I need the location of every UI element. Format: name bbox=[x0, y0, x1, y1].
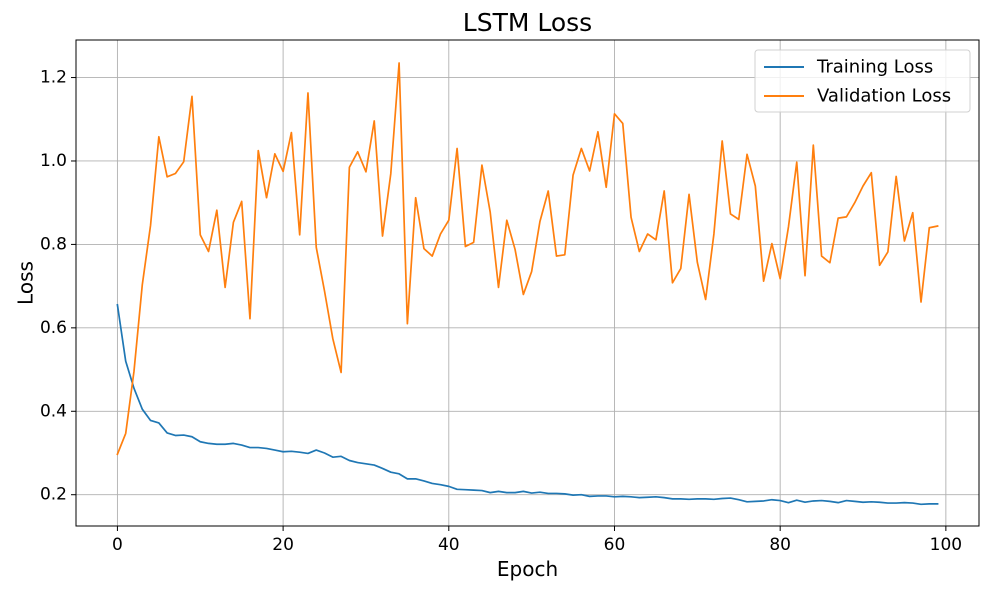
series-line-training-loss bbox=[116, 303, 939, 506]
series-layer bbox=[116, 62, 939, 506]
plot-frame-border bbox=[75, 39, 980, 527]
grid bbox=[76, 40, 979, 526]
y-tick-label: 0.2 bbox=[40, 485, 67, 505]
y-tick-label: 1.2 bbox=[40, 68, 67, 88]
x-tick-label: 60 bbox=[604, 535, 626, 555]
y-tick-label: 0.6 bbox=[40, 318, 67, 338]
x-tick-label: 20 bbox=[272, 535, 294, 555]
legend-box bbox=[754, 49, 971, 113]
x-tick-label: 100 bbox=[930, 535, 962, 555]
x-tick-label: 80 bbox=[769, 535, 791, 555]
tick-layer: 0 20 40 60 80 100 0.2 0.4 0.6 0.8 1.0 1.2 bbox=[40, 68, 962, 555]
x-axis-label: Epoch bbox=[497, 557, 558, 581]
x-tick-label: 0 bbox=[112, 535, 123, 555]
legend: Training Loss Validation Loss bbox=[754, 49, 971, 113]
y-tick-label: 0.4 bbox=[40, 401, 67, 421]
plot-frame bbox=[75, 39, 980, 527]
x-tick-label: 40 bbox=[438, 535, 460, 555]
y-tick-label: 0.8 bbox=[40, 234, 67, 254]
y-tick-label: 1.0 bbox=[40, 151, 67, 171]
legend-label: Training Loss bbox=[816, 57, 933, 78]
chart-title: LSTM Loss bbox=[463, 8, 592, 37]
series-line-validation-loss bbox=[116, 62, 939, 456]
y-axis-label: Loss bbox=[14, 261, 38, 305]
legend-label: Validation Loss bbox=[817, 86, 951, 107]
